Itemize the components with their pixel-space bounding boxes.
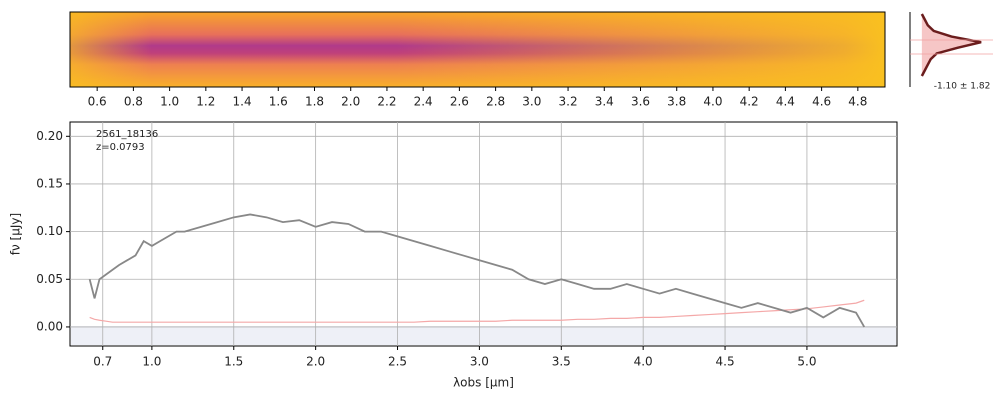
x-tick-label: 4.2 — [740, 95, 759, 109]
x-tick-label: 3.0 — [522, 95, 541, 109]
profile-area — [921, 14, 982, 76]
x-tick-label: 4.6 — [812, 95, 831, 109]
x-tick-label: 4.4 — [776, 95, 795, 109]
x-tick-label: 2.6 — [450, 95, 469, 109]
x-tick-label: 1.6 — [269, 95, 288, 109]
zero-band — [71, 326, 896, 345]
x-tick-label: 4.0 — [634, 355, 653, 369]
x-tick-label: 3.4 — [595, 95, 614, 109]
x-tick-label: 0.6 — [88, 95, 107, 109]
x-tick-label: 2.0 — [341, 95, 360, 109]
y-tick-label: 0.00 — [36, 319, 63, 333]
x-tick-label: 0.8 — [124, 95, 143, 109]
x-tick-label: 3.6 — [631, 95, 650, 109]
y-axis-label: fν [μJy] — [9, 213, 23, 255]
plot-frame — [69, 121, 898, 347]
x-tick-label: 0.7 — [93, 355, 112, 369]
x-tick-label: 2.8 — [486, 95, 505, 109]
profile-annotation: -1.10 ± 1.82 — [934, 82, 991, 92]
x-tick-label: 1.5 — [224, 355, 243, 369]
x-tick-label: 2.2 — [377, 95, 396, 109]
series-line — [89, 299, 865, 323]
x-tick-label: 1.0 — [160, 95, 179, 109]
x-tick-label: 5.0 — [797, 355, 816, 369]
x-tick-label: 3.2 — [559, 95, 578, 109]
x-tick-label: 2.4 — [414, 95, 433, 109]
x-tick-label: 4.0 — [703, 95, 722, 109]
x-tick-label: 4.5 — [716, 355, 735, 369]
x-tick-label: 4.8 — [848, 95, 867, 109]
x-tick-label: 3.0 — [470, 355, 489, 369]
x-tick-label: 2.5 — [388, 355, 407, 369]
y-tick-label: 0.15 — [36, 176, 63, 190]
legend-text: z=0.0793 — [96, 142, 145, 153]
y-tick-label: 0.05 — [36, 272, 63, 286]
x-axis-label: λobs [μm] — [453, 376, 514, 390]
y-tick-label: 0.20 — [36, 129, 63, 143]
legend-text: 2561_18136 — [96, 129, 158, 140]
profile-line — [920, 13, 982, 77]
spectrum-image-fade — [70, 12, 885, 87]
x-tick-label: 3.8 — [667, 95, 686, 109]
x-tick-label: 1.8 — [305, 95, 324, 109]
x-tick-label: 1.0 — [142, 355, 161, 369]
x-tick-label: 1.2 — [196, 95, 215, 109]
image-frame — [69, 11, 886, 88]
series-line — [88, 213, 866, 328]
x-tick-label: 1.4 — [233, 95, 252, 109]
x-tick-label: 3.5 — [552, 355, 571, 369]
y-tick-label: 0.10 — [36, 224, 63, 238]
x-tick-label: 2.0 — [306, 355, 325, 369]
